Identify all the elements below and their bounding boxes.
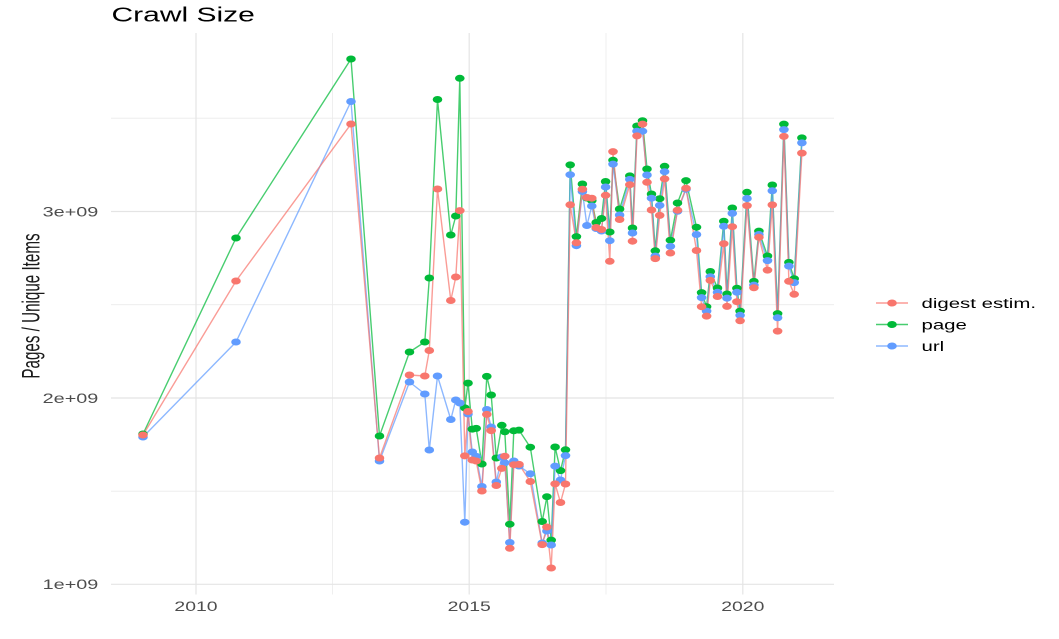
svg-text:Crawl Size: Crawl Size xyxy=(112,4,255,26)
svg-text:page: page xyxy=(922,317,967,333)
svg-text:2020: 2020 xyxy=(721,599,764,614)
svg-text:2e+09: 2e+09 xyxy=(43,391,99,406)
svg-text:url: url xyxy=(922,338,945,354)
svg-text:2010: 2010 xyxy=(174,599,217,614)
svg-text:Pages / Unique Items: Pages / Unique Items xyxy=(18,233,46,378)
svg-text:1e+09: 1e+09 xyxy=(43,577,99,592)
svg-text:2015: 2015 xyxy=(448,599,491,614)
svg-text:3e+09: 3e+09 xyxy=(43,204,99,219)
svg-text:digest estim.: digest estim. xyxy=(922,295,1037,311)
